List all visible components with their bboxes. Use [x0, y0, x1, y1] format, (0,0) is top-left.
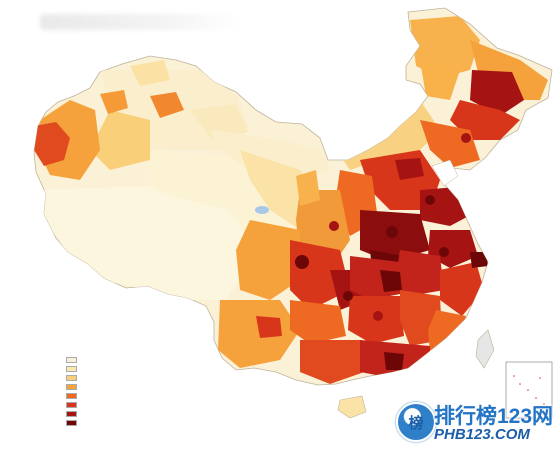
region-hami [190, 104, 248, 140]
legend-swatch [66, 357, 77, 363]
region-tibet [40, 186, 250, 300]
region-liaoning [420, 120, 480, 168]
region-hubei-core [380, 270, 402, 292]
legend-swatch [66, 402, 77, 408]
region-hulunbuir [420, 60, 460, 100]
site-watermark: 榜 排行榜123网 PHB123.COM [396, 400, 556, 444]
legend-row [66, 392, 186, 400]
spot-nanjing [439, 247, 449, 257]
region-shanghai [470, 252, 488, 268]
legend-row [66, 374, 186, 382]
region-jiangsu [428, 230, 478, 268]
region-ningxia [296, 170, 320, 206]
region-guizhou [290, 300, 346, 344]
region-altay [130, 60, 170, 86]
legend-swatch [66, 393, 77, 399]
spot-jinan [425, 195, 435, 205]
legend-swatch [66, 375, 77, 381]
region-harbin [470, 70, 524, 116]
blurred-title [40, 14, 240, 30]
region-xinjiang-center [90, 110, 150, 170]
region-beijing-tianjin [395, 158, 424, 180]
legend-row [66, 419, 186, 427]
watermark-url: PHB123.COM [434, 426, 530, 443]
region-guangxi [300, 340, 370, 384]
spot-chengdu [295, 255, 309, 269]
legend-swatch [66, 420, 77, 426]
map-legend [66, 356, 186, 428]
legend-swatch [66, 411, 77, 417]
legend-row [66, 356, 186, 364]
spot-chongqing [343, 291, 353, 301]
region-yunnan [218, 300, 300, 368]
region-inner-mongolia-west [210, 130, 330, 180]
region-yunnan-kunming [256, 316, 282, 338]
legend-row [66, 365, 186, 373]
bohai-sea [431, 159, 459, 187]
south-sea-inset [505, 361, 553, 419]
legend-row [66, 401, 186, 409]
region-kashgar [34, 122, 70, 166]
region-urumqi [150, 92, 184, 118]
island-hainan [337, 395, 367, 419]
legend-swatch [66, 384, 77, 390]
spot-changsha [373, 311, 383, 321]
region-yili [100, 90, 128, 114]
region-shandong [420, 186, 480, 226]
spot-shenyang [461, 133, 471, 143]
region-pearl-delta [384, 352, 404, 370]
spot-zhengzhou [386, 226, 398, 238]
spot-xian [329, 221, 339, 231]
region-anhui [396, 250, 444, 296]
qinghai-lake-icon [255, 206, 269, 214]
legend-row [66, 383, 186, 391]
legend-row [66, 410, 186, 418]
watermark-logo-icon: 榜 [396, 402, 436, 442]
island-taiwan [475, 329, 495, 369]
legend-swatch [66, 366, 77, 372]
watermark-title: 排行榜123网 [434, 405, 554, 428]
watermark-badge: 榜 [408, 414, 424, 432]
region-fujian [428, 310, 466, 352]
region-sichuan-west [236, 220, 300, 300]
